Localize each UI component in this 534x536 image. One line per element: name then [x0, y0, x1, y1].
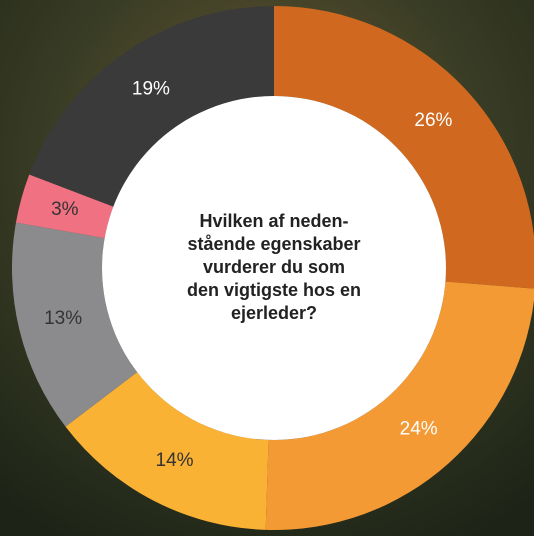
value-label: 14% — [156, 450, 194, 471]
title-line: ejerleder? — [231, 303, 317, 323]
value-label: 26% — [414, 110, 452, 131]
title-line: den vigtigste hos en — [187, 280, 361, 300]
title-line: Hvilken af neden- — [199, 211, 348, 231]
title-line: vurderer du som — [203, 257, 345, 277]
value-label: 3% — [51, 199, 79, 220]
value-label: 13% — [44, 308, 82, 329]
title-line: stående egenskaber — [187, 234, 360, 254]
chart: Hvilken af neden-stående egenskaber vurde… — [0, 0, 534, 536]
value-label: 24% — [400, 419, 438, 440]
page: Hvilken af neden-stående egenskaber vurde… — [0, 0, 534, 536]
value-label: 19% — [132, 78, 170, 99]
